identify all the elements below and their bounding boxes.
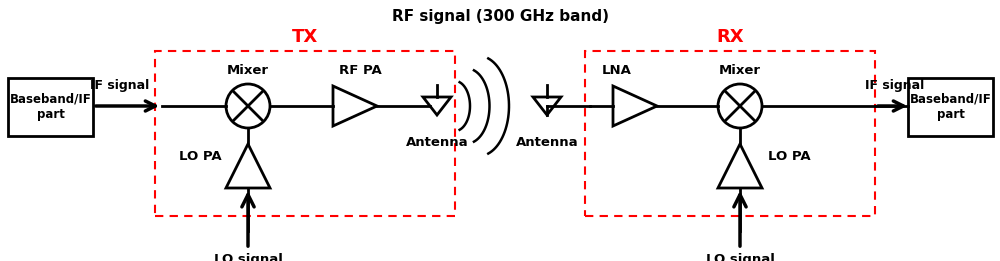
Text: Antenna: Antenna [516, 136, 578, 149]
Text: Baseband/IF
part: Baseband/IF part [910, 93, 991, 121]
Text: Antenna: Antenna [406, 136, 468, 149]
Text: LNA: LNA [602, 63, 632, 76]
Text: Mixer: Mixer [719, 63, 761, 76]
Bar [908, 78, 993, 136]
Text: IF signal: IF signal [865, 80, 925, 92]
Bar [585, 51, 875, 216]
Text: Baseband/IF
part: Baseband/IF part [10, 93, 91, 121]
Text: TX: TX [292, 28, 318, 46]
Bar [155, 51, 455, 216]
Text: LO signal: LO signal [214, 253, 282, 261]
Text: Mixer: Mixer [227, 63, 269, 76]
Bar [8, 78, 93, 136]
Text: RX: RX [716, 28, 744, 46]
Text: IF signal: IF signal [90, 80, 150, 92]
Text: LO PA: LO PA [179, 150, 222, 163]
Text: LO PA: LO PA [768, 150, 811, 163]
Text: LO signal: LO signal [706, 253, 774, 261]
Text: RF signal (300 GHz band): RF signal (300 GHz band) [392, 9, 608, 24]
Text: RF PA: RF PA [339, 63, 381, 76]
